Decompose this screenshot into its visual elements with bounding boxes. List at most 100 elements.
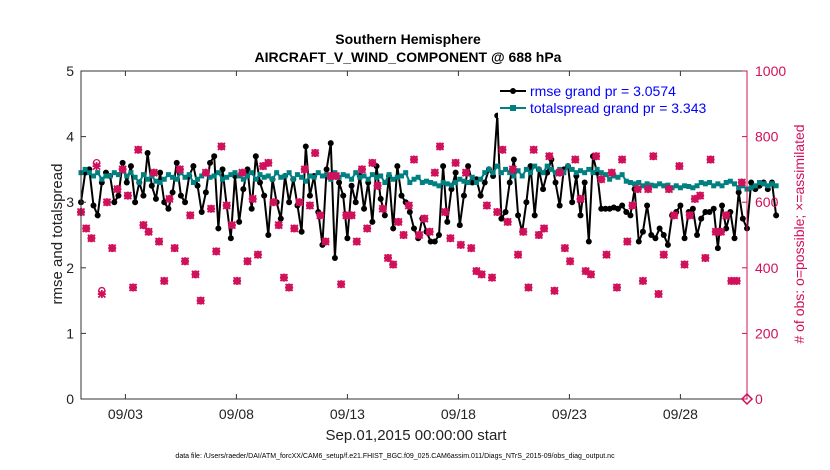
obs-assimilated-point [576,194,585,204]
obs-assimilated-point [128,283,138,292]
spread-point [90,173,96,179]
rmse-point [598,205,605,212]
rmse-point [540,186,547,193]
spread-point [619,172,625,178]
spread-point [702,181,708,187]
rmse-point [344,235,351,242]
spread-point [636,180,642,186]
legend: rmse grand pr = 3.0574 totalspread grand… [498,78,738,118]
spread-point [240,176,246,182]
rmse-point [394,163,401,170]
rmse-point [140,192,147,199]
rmse-point [623,209,630,216]
rmse-point [510,156,517,163]
spread-point [569,166,575,172]
spread-point [132,174,138,180]
spread-point [245,173,250,179]
obs-assimilated-point [258,161,268,171]
y-tick-label-right: 800 [755,129,779,145]
rmse-point [581,179,588,186]
spread-point [752,183,758,189]
rmse-point [477,192,484,199]
spread-point [707,180,713,186]
obs-assimilated-point [571,155,580,164]
obs-assimilated-point [617,155,627,164]
obs-assimilated-point [690,194,700,204]
rmse-point [348,182,355,189]
rmse-point [261,192,268,199]
spread-point [528,170,534,176]
rmse-point [635,238,642,245]
spread-point [303,178,309,184]
spread-point [756,180,762,186]
obs-assimilated-point [186,211,195,220]
spread-point [265,173,271,179]
spread-point [324,172,330,178]
obs-assimilated-point [716,227,726,236]
rmse-point [177,192,184,199]
rmse-point [702,209,709,216]
series-layer [76,112,780,406]
obs-assimilated-point [284,283,294,292]
spread-point [290,176,296,182]
obs-assimilated-point [363,224,372,233]
rmse-point [406,209,413,216]
legend-rmse-marker [510,88,516,94]
obs-assimilated-point [550,286,559,295]
obs-assimilated-point [409,155,419,164]
rmse-point [515,212,522,219]
spread-point [140,172,146,178]
y-tick-label-right: 200 [755,325,779,341]
spread-point [640,183,646,189]
rmse-point [219,166,226,173]
obs-assimilated-point [206,204,216,213]
spread-point [694,183,700,189]
obs-assimilated-point [144,227,153,236]
spread-point [594,166,600,172]
spread-point [315,170,321,176]
spread-point [228,172,234,178]
obs-assimilated-point [420,214,429,223]
rmse-point [286,199,293,206]
spread-point [482,170,488,176]
rmse-point [731,235,738,242]
spread-point [423,178,429,184]
rmse-point [710,205,717,212]
rmse-point [123,179,130,186]
obs-assimilated-point [113,184,122,194]
rmse-point [377,195,384,202]
spread-point [174,176,180,182]
spread-point [403,170,409,176]
y-tick-label-right: 1000 [755,63,786,79]
obs-assimilated-point [175,165,184,174]
obs-assimilated-point [264,158,273,167]
rmse-point [552,179,559,186]
rmse-point [148,182,155,189]
spread-point [548,166,554,172]
spread-point [340,172,346,178]
rmse-point [132,199,139,206]
obs-assimilated-point [316,211,325,220]
spread-point [627,180,633,186]
spread-point [448,182,454,188]
spread-point [686,183,692,189]
obs-assimilated-point [430,168,439,177]
spread-point [361,173,367,179]
obs-assimilated-point [461,168,471,177]
spread-point [478,176,484,182]
spread-point [732,181,738,187]
spread-point [677,185,683,191]
rmse-point [215,225,222,232]
rmse-point [336,179,343,186]
rmse-point [190,163,197,170]
spread-point [607,176,613,182]
obs-assimilated-point [493,207,502,217]
obs-assimilated-point [649,152,658,161]
obs-assimilated-point [415,230,424,240]
rmse-point [161,199,168,206]
spread-point [432,181,438,187]
plot-background [81,71,747,399]
rmse-point [481,179,488,186]
obs-assimilated-point [529,145,538,154]
spread-point [128,170,134,176]
